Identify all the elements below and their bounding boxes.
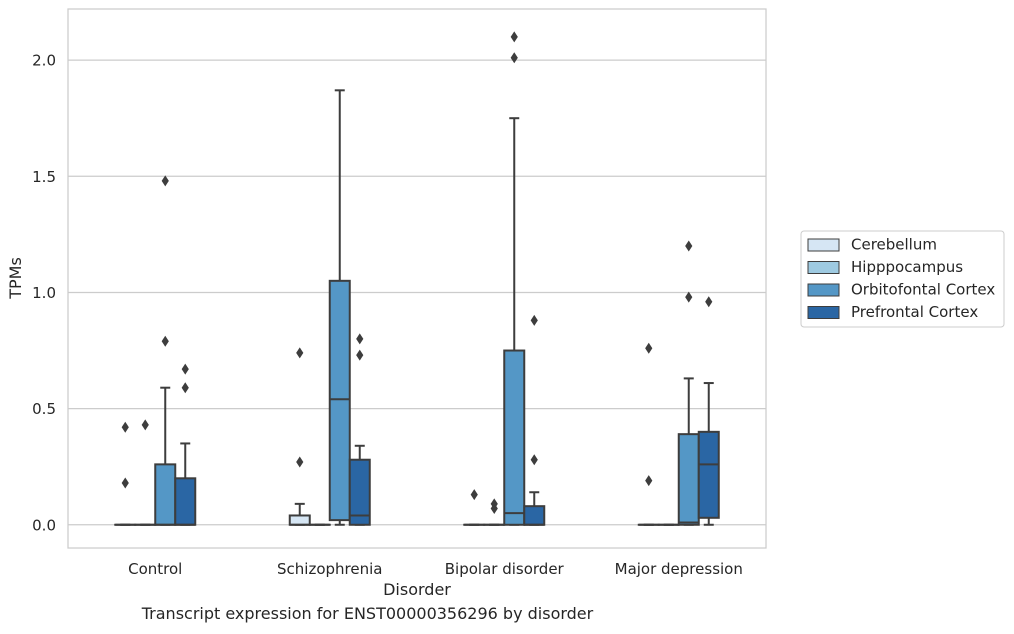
box-plot-marks [114, 31, 720, 526]
box [288, 514, 311, 526]
y-axis-ticks: 0.0 0.5 1.0 1.5 2.0 [32, 52, 56, 535]
outlier-point [121, 477, 129, 489]
box-group [637, 342, 660, 526]
y-tick-label: 1.0 [32, 284, 56, 302]
box-group [114, 421, 137, 526]
box-group [288, 347, 311, 526]
x-tick-label: Major depression [615, 560, 743, 578]
box-group [134, 419, 157, 526]
x-axis-ticks: Control Schizophrenia Bipolar disorder Majo… [128, 560, 743, 578]
box-group [154, 175, 177, 526]
outlier-point [490, 498, 498, 510]
outlier-point [470, 489, 478, 501]
box [174, 477, 197, 526]
box [677, 433, 700, 526]
outlier-point [141, 419, 149, 431]
x-tick-label: Control [128, 560, 182, 578]
outlier-point [121, 421, 129, 433]
legend-label: Cerebellum [851, 236, 937, 254]
outlier-point [161, 335, 169, 347]
box [697, 430, 720, 519]
box-group [483, 498, 506, 526]
box-group [677, 240, 700, 526]
outlier-point [356, 349, 364, 361]
box-group [463, 489, 486, 526]
box-group [348, 333, 371, 526]
outlier-point [645, 342, 653, 354]
outlier-point [530, 314, 538, 326]
outlier-point [356, 333, 364, 345]
legend-swatch [807, 238, 840, 252]
box-group [503, 31, 526, 526]
outlier-point [530, 454, 538, 466]
y-tick-label: 0.5 [32, 400, 56, 418]
x-tick-label: Bipolar disorder [445, 560, 565, 578]
outlier-point [510, 31, 518, 43]
chart-caption: Transcript expression for ENST0000035629… [141, 604, 594, 623]
outlier-point [181, 382, 189, 394]
box [154, 463, 177, 526]
y-tick-label: 2.0 [32, 52, 56, 70]
box-group [697, 296, 720, 526]
legend: Cerebellum Hipppocampus Orbitofontal Corte… [800, 230, 1005, 328]
legend-swatch [807, 283, 840, 297]
outlier-point [296, 456, 304, 468]
box-group [523, 314, 546, 526]
box [348, 458, 371, 526]
outlier-point [161, 175, 169, 187]
outlier-point [296, 347, 304, 359]
y-tick-label: 1.5 [32, 168, 56, 186]
outlier-point [510, 52, 518, 64]
legend-label: Hipppocampus [851, 258, 963, 276]
legend-label: Orbitofontal Cortex [851, 281, 995, 299]
legend-swatch [807, 261, 840, 274]
box [523, 505, 546, 526]
box-group [328, 89, 351, 526]
outlier-point [705, 296, 713, 308]
box [328, 279, 351, 522]
outlier-point [645, 475, 653, 487]
plot-area-frame [67, 8, 767, 549]
y-tick-label: 0.0 [32, 516, 56, 534]
box [503, 349, 526, 526]
box-group [174, 363, 197, 526]
outlier-point [685, 240, 693, 252]
y-axis-label: TPMs [6, 257, 25, 300]
outlier-point [181, 363, 189, 375]
grid-lines [68, 59, 766, 526]
x-axis-label: Disorder [383, 580, 451, 599]
legend-frame [800, 230, 1005, 328]
x-tick-label: Schizophrenia [277, 560, 382, 578]
outlier-point [685, 291, 693, 303]
legend-swatch [807, 306, 840, 319]
legend-label: Prefrontal Cortex [851, 303, 978, 321]
